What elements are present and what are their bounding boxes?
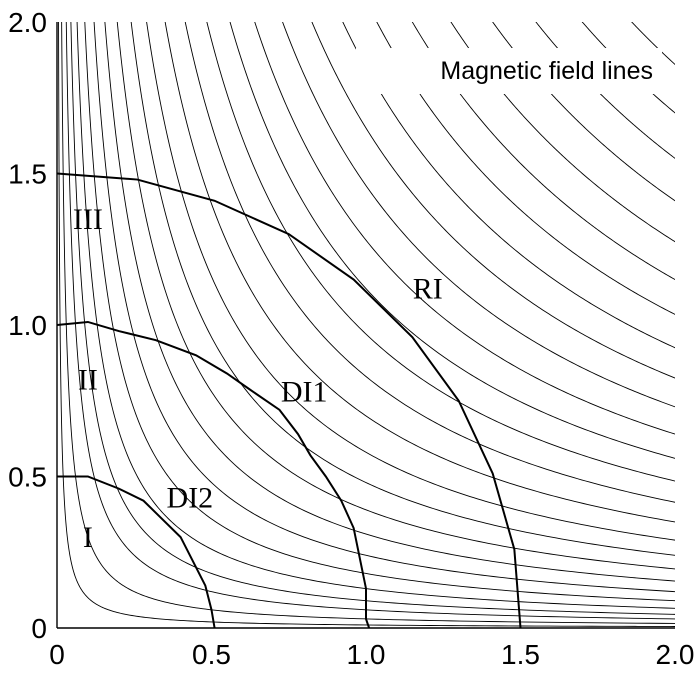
field-line-18: [311, 22, 675, 379]
y-tick-label: 2.0: [8, 7, 47, 38]
field-line-3: [65, 22, 675, 620]
field-line-14: [206, 22, 675, 482]
region-label-di1: DI1: [281, 376, 328, 409]
region-label-iii: III: [73, 203, 103, 236]
x-tick-label: 0: [49, 639, 65, 670]
region-label-ii: II: [78, 364, 98, 397]
field-line-23: [492, 22, 675, 202]
title-background: [356, 48, 662, 94]
interface-di2: [57, 475, 216, 628]
x-tick-label: 1.0: [347, 639, 386, 670]
field-line-5: [76, 22, 675, 609]
field-line-22: [450, 22, 675, 243]
chart-title: Magnetic field lines: [440, 57, 653, 85]
field-line-15: [229, 22, 675, 459]
y-tick-label: 1.0: [8, 310, 47, 341]
field-line-17: [282, 22, 675, 408]
y-tick-label: 0.5: [8, 462, 47, 493]
field-line-12: [164, 22, 675, 523]
y-tick-labels: 0 0.5 1.0 1.5 2.0: [8, 7, 47, 644]
x-tick-label: 2.0: [656, 639, 695, 670]
field-line-6: [84, 22, 675, 602]
x-tick-label: 0.5: [192, 639, 231, 670]
interface-ri: [57, 172, 522, 628]
field-line-24: [535, 22, 675, 159]
interface-di1: [57, 320, 371, 628]
field-line-26: [631, 22, 675, 66]
field-line-13: [184, 22, 675, 503]
field-line-9: [116, 22, 675, 570]
field-line-16: [254, 22, 675, 435]
field-lines-group: [58, 22, 675, 627]
x-tick-label: 1.5: [501, 639, 540, 670]
x-tick-labels: 0 0.5 1.0 1.5 2.0: [49, 639, 694, 670]
y-tick-label: 0: [31, 613, 47, 644]
field-line-11: [146, 22, 675, 541]
region-label-di2: DI2: [167, 482, 214, 515]
field-line-10: [130, 22, 675, 556]
y-tick-label: 1.5: [8, 159, 47, 190]
field-line-2: [61, 22, 675, 624]
field-line-4: [70, 22, 675, 615]
field-line-7: [93, 22, 675, 593]
field-line-1: [58, 22, 675, 627]
interfaces-group: [57, 172, 522, 628]
region-label-i: I: [83, 521, 93, 554]
region-label-ri: RI: [413, 273, 443, 306]
field-line-8: [104, 22, 675, 582]
